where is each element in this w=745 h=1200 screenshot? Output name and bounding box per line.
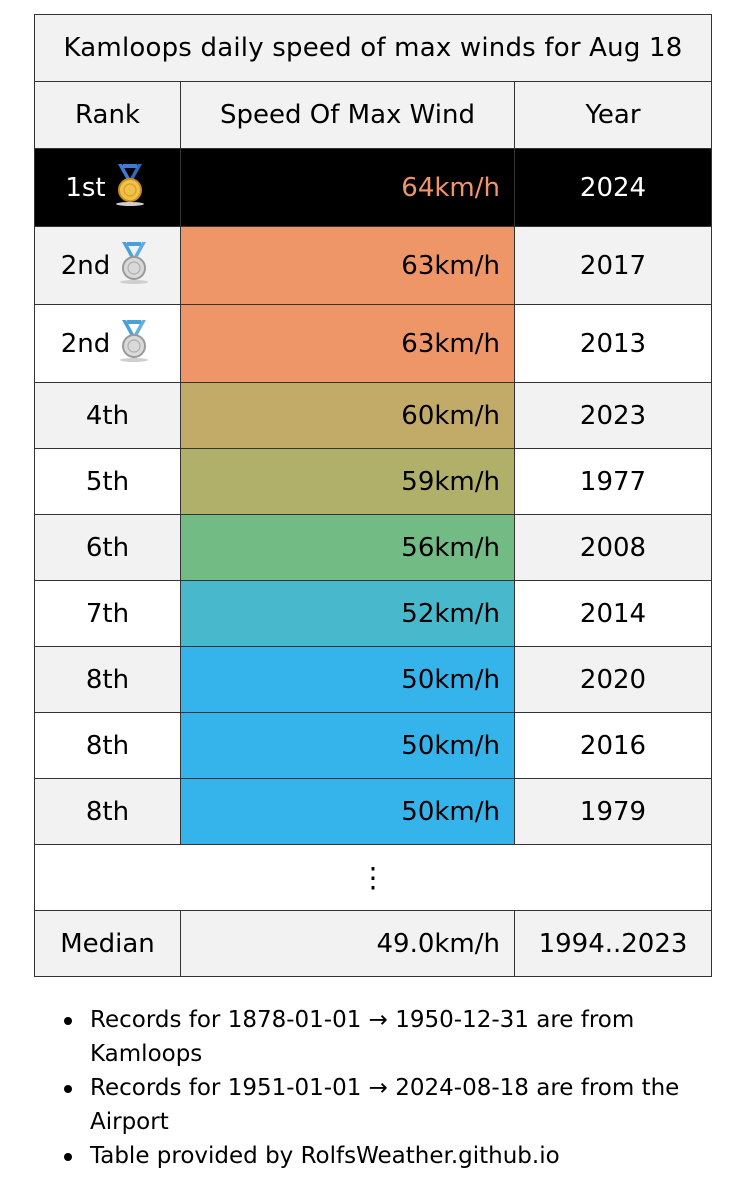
- notes-list: Records for 1878-01-01 → 1950-12-31 are …: [56, 1003, 730, 1173]
- table-row: 8th 50km/h 2016: [34, 712, 713, 779]
- rank-cell: 4th: [34, 382, 181, 449]
- header-year: Year: [513, 81, 713, 149]
- table-row: 8th 50km/h 2020: [34, 646, 713, 713]
- table-row: 6th 56km/h 2008: [34, 514, 713, 581]
- note-item: Records for 1951-01-01 → 2024-08-18 are …: [64, 1071, 730, 1139]
- speed-cell: 64km/h: [180, 148, 515, 227]
- rank-cell: 8th: [34, 778, 181, 845]
- median-label: Median: [34, 910, 181, 977]
- year-cell: 2023: [513, 382, 713, 449]
- rank-cell: 8th: [34, 646, 181, 713]
- table-row: 1st 64km/h 2024: [34, 148, 713, 227]
- year-cell: 1979: [513, 778, 713, 845]
- table-row: 7th 52km/h 2014: [34, 580, 713, 647]
- header-rank: Rank: [34, 81, 181, 149]
- speed-cell: 63km/h: [180, 304, 515, 383]
- year-cell: 2008: [513, 514, 713, 581]
- gold-medal-icon: [110, 162, 150, 213]
- speed-cell: 56km/h: [180, 514, 515, 581]
- table-row: 8th 50km/h 1979: [34, 778, 713, 845]
- records-table: Kamloops daily speed of max winds for Au…: [33, 14, 713, 977]
- year-cell: 2013: [513, 304, 713, 383]
- speed-cell: 60km/h: [180, 382, 515, 449]
- table-row: 4th 60km/h 2023: [34, 382, 713, 449]
- records-table-container: Kamloops daily speed of max winds for Au…: [33, 14, 713, 977]
- table-row: 2nd 63km/h 2017: [34, 226, 713, 305]
- rank-text: 5th: [85, 466, 130, 497]
- rank-cell: 2nd: [34, 304, 181, 383]
- rank-cell: 1st: [34, 148, 181, 227]
- speed-cell: 59km/h: [180, 448, 515, 515]
- rank-text: 7th: [85, 598, 130, 629]
- year-cell: 2020: [513, 646, 713, 713]
- header-row: Rank Speed Of Max Wind Year: [34, 81, 713, 149]
- speed-cell: 52km/h: [180, 580, 515, 647]
- ellipsis-row: ⋮: [33, 844, 713, 911]
- median-speed: 49.0km/h: [180, 910, 515, 977]
- rank-cell: 5th: [34, 448, 181, 515]
- speed-cell: 50km/h: [180, 778, 515, 845]
- header-speed: Speed Of Max Wind: [180, 81, 515, 149]
- ellipsis: ⋮: [33, 844, 713, 911]
- silver-medal-icon: [114, 240, 154, 291]
- median-years: 1994..2023: [513, 910, 713, 977]
- rank-text: 1st: [65, 172, 106, 203]
- year-cell: 2016: [513, 712, 713, 779]
- speed-cell: 63km/h: [180, 226, 515, 305]
- silver-medal-icon: [114, 318, 154, 369]
- speed-cell: 50km/h: [180, 712, 515, 779]
- rank-cell: 6th: [34, 514, 181, 581]
- year-cell: 2014: [513, 580, 713, 647]
- note-item: Table provided by RolfsWeather.github.io: [64, 1139, 730, 1173]
- rank-text: 8th: [85, 796, 130, 827]
- table-row: 5th 59km/h 1977: [34, 448, 713, 515]
- rank-text: 2nd: [60, 250, 111, 281]
- rank-text: 4th: [85, 400, 130, 431]
- year-cell: 2017: [513, 226, 713, 305]
- median-row: Median 49.0km/h 1994..2023: [34, 910, 713, 977]
- rank-text: 8th: [85, 664, 130, 695]
- title-row: Kamloops daily speed of max winds for Au…: [33, 14, 713, 82]
- year-cell: 1977: [513, 448, 713, 515]
- table-title: Kamloops daily speed of max winds for Au…: [33, 14, 713, 82]
- table-row: 2nd 63km/h 2013: [34, 304, 713, 383]
- note-item: Records for 1878-01-01 → 1950-12-31 are …: [64, 1003, 730, 1071]
- year-cell: 2024: [513, 148, 713, 227]
- rank-text: 2nd: [60, 328, 111, 359]
- rank-cell: 7th: [34, 580, 181, 647]
- rank-cell: 8th: [34, 712, 181, 779]
- rank-text: 8th: [85, 730, 130, 761]
- speed-cell: 50km/h: [180, 646, 515, 713]
- table-body: 1st 64km/h 2024 2nd 63km/h 2017 2nd 63km/h 2013 4…: [34, 148, 713, 845]
- rank-text: 6th: [85, 532, 130, 563]
- rank-cell: 2nd: [34, 226, 181, 305]
